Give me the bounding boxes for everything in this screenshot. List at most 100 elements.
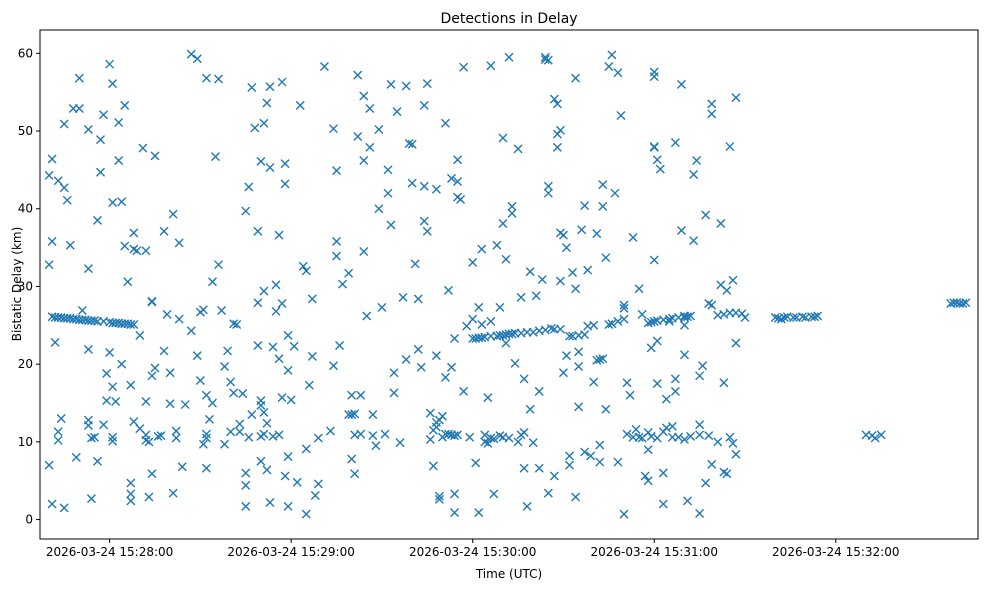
data-point-marker (356, 390, 366, 400)
data-point-marker (604, 62, 614, 72)
data-point-marker (395, 438, 405, 448)
data-point-marker (689, 236, 699, 246)
data-point-marker (271, 306, 281, 316)
data-point-marker (123, 277, 133, 287)
data-point-marker (686, 431, 696, 441)
data-point-marker (50, 337, 60, 347)
data-point-marker (256, 396, 266, 406)
data-point-marker (126, 489, 136, 499)
data-point-marker (643, 476, 653, 486)
data-point-marker (144, 437, 154, 447)
data-point-marker (531, 291, 541, 301)
data-point-marker (543, 181, 553, 191)
data-point-marker (555, 324, 565, 334)
data-point-marker (114, 156, 124, 166)
data-point-marker (277, 393, 287, 403)
data-point-marker (47, 499, 57, 509)
data-point-marker (492, 240, 502, 250)
data-point-marker (459, 62, 469, 72)
data-point-marker (810, 312, 820, 322)
data-point-marker (486, 316, 496, 326)
data-point-marker (295, 100, 305, 110)
data-point-marker (347, 390, 357, 400)
data-point-marker (102, 396, 112, 406)
data-point-marker (619, 314, 629, 324)
data-point-marker (443, 285, 453, 295)
data-point-marker (150, 151, 160, 161)
data-point-marker (171, 433, 181, 443)
data-point-marker (658, 499, 668, 509)
data-point-marker (262, 98, 272, 108)
data-point-marker (552, 142, 562, 152)
data-point-marker (483, 438, 493, 448)
data-point-marker (552, 99, 562, 109)
data-point-marker (519, 374, 529, 384)
data-point-marker (695, 371, 705, 381)
data-point-marker (74, 73, 84, 83)
data-point-marker (516, 292, 526, 302)
data-point-marker (498, 133, 508, 143)
data-point-marker (120, 100, 130, 110)
data-point-marker (289, 341, 299, 351)
data-point-marker (450, 508, 460, 518)
data-point-marker (332, 251, 342, 261)
data-point-marker (53, 435, 63, 445)
data-point-marker (525, 404, 535, 414)
data-point-marker (670, 374, 680, 384)
data-point-marker (413, 344, 423, 354)
data-point-marker (565, 460, 575, 470)
x-axis-label: Time (UTC) (475, 567, 542, 581)
data-point-marker (501, 338, 511, 348)
data-point-marker (416, 362, 426, 372)
data-point-marker (489, 489, 499, 499)
data-point-marker (271, 280, 281, 290)
data-point-marker (301, 444, 311, 454)
data-point-marker (259, 407, 269, 417)
data-point-marker (353, 70, 363, 80)
data-point-marker (546, 323, 556, 333)
data-point-marker (120, 241, 130, 251)
plot-area-frame (39, 29, 979, 540)
y-axis-label: Bistatic Delay (km) (10, 227, 24, 342)
data-point-marker (147, 371, 157, 381)
data-point-marker (549, 471, 559, 481)
data-point-marker (565, 451, 575, 461)
data-point-marker (201, 429, 211, 439)
data-point-marker (434, 494, 444, 504)
data-point-marker (477, 244, 487, 254)
data-point-marker (701, 210, 711, 220)
data-point-marker (223, 346, 233, 356)
data-point-marker (707, 109, 717, 119)
data-point-marker (459, 386, 469, 396)
data-point-marker (307, 351, 317, 361)
data-point-marker (195, 375, 205, 385)
data-point-marker (298, 261, 308, 271)
data-point-marker (555, 276, 565, 286)
data-point-marker (350, 409, 360, 419)
data-point-marker (304, 380, 314, 390)
data-point-marker (377, 302, 387, 312)
data-point-marker (332, 166, 342, 176)
data-point-marker (344, 268, 354, 278)
data-point-marker (501, 254, 511, 264)
data-point-marker (664, 316, 674, 326)
data-point-marker (211, 152, 220, 162)
data-point-marker (731, 93, 741, 103)
data-point-marker (201, 390, 211, 400)
data-point-marker (392, 107, 402, 117)
data-point-marker (649, 67, 659, 77)
y-tick-label: 20 (18, 357, 33, 371)
data-point-marker (401, 81, 411, 91)
data-point-marker (108, 198, 118, 208)
data-point-marker (450, 334, 460, 344)
data-point-marker (283, 365, 293, 375)
data-point-marker (673, 432, 683, 442)
data-point-marker (371, 441, 381, 451)
data-point-marker (404, 138, 414, 148)
data-point-marker (283, 330, 293, 340)
data-point-marker (262, 465, 272, 475)
data-point-marker (325, 426, 335, 436)
data-point-marker (598, 354, 608, 364)
data-point-marker (108, 432, 118, 442)
data-point-marker (201, 73, 211, 83)
